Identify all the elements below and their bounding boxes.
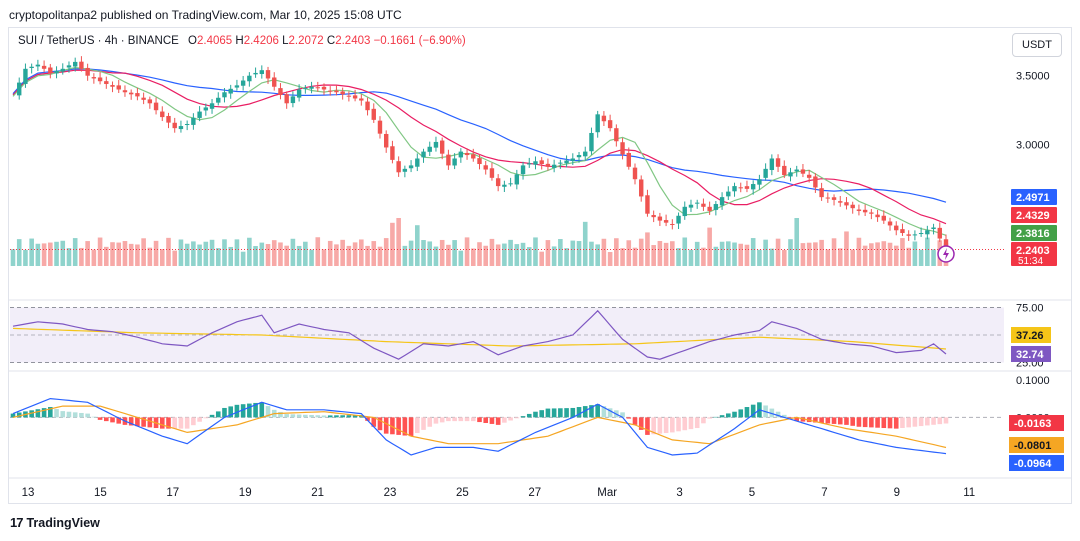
low-value: 2.2072 (288, 35, 324, 47)
chart-frame (8, 27, 1072, 504)
tradingview-brand[interactable]: 17 TradingView (10, 515, 100, 530)
open-label: O (188, 35, 197, 47)
symbol-label[interactable]: SUI / TetherUS · 4h · BINANCE (18, 35, 179, 47)
symbol-legend: SUI / TetherUS · 4h · BINANCE O2.4065 H2… (18, 35, 466, 47)
tradingview-logo-icon: 17 (10, 515, 24, 530)
change-value: −0.1661 (−6.90%) (373, 35, 466, 47)
close-label: C (326, 35, 336, 47)
open-value: 2.4065 (197, 35, 233, 47)
high-value: 2.4206 (243, 35, 279, 47)
low-label: L (282, 35, 289, 47)
publish-info: cryptopolitanpa2 published on TradingVie… (9, 8, 402, 22)
currency-button[interactable]: USDT (1012, 33, 1062, 57)
high-label: H (235, 35, 244, 47)
brand-name: TradingView (26, 515, 100, 530)
close-value: 2.2403 (335, 35, 371, 47)
